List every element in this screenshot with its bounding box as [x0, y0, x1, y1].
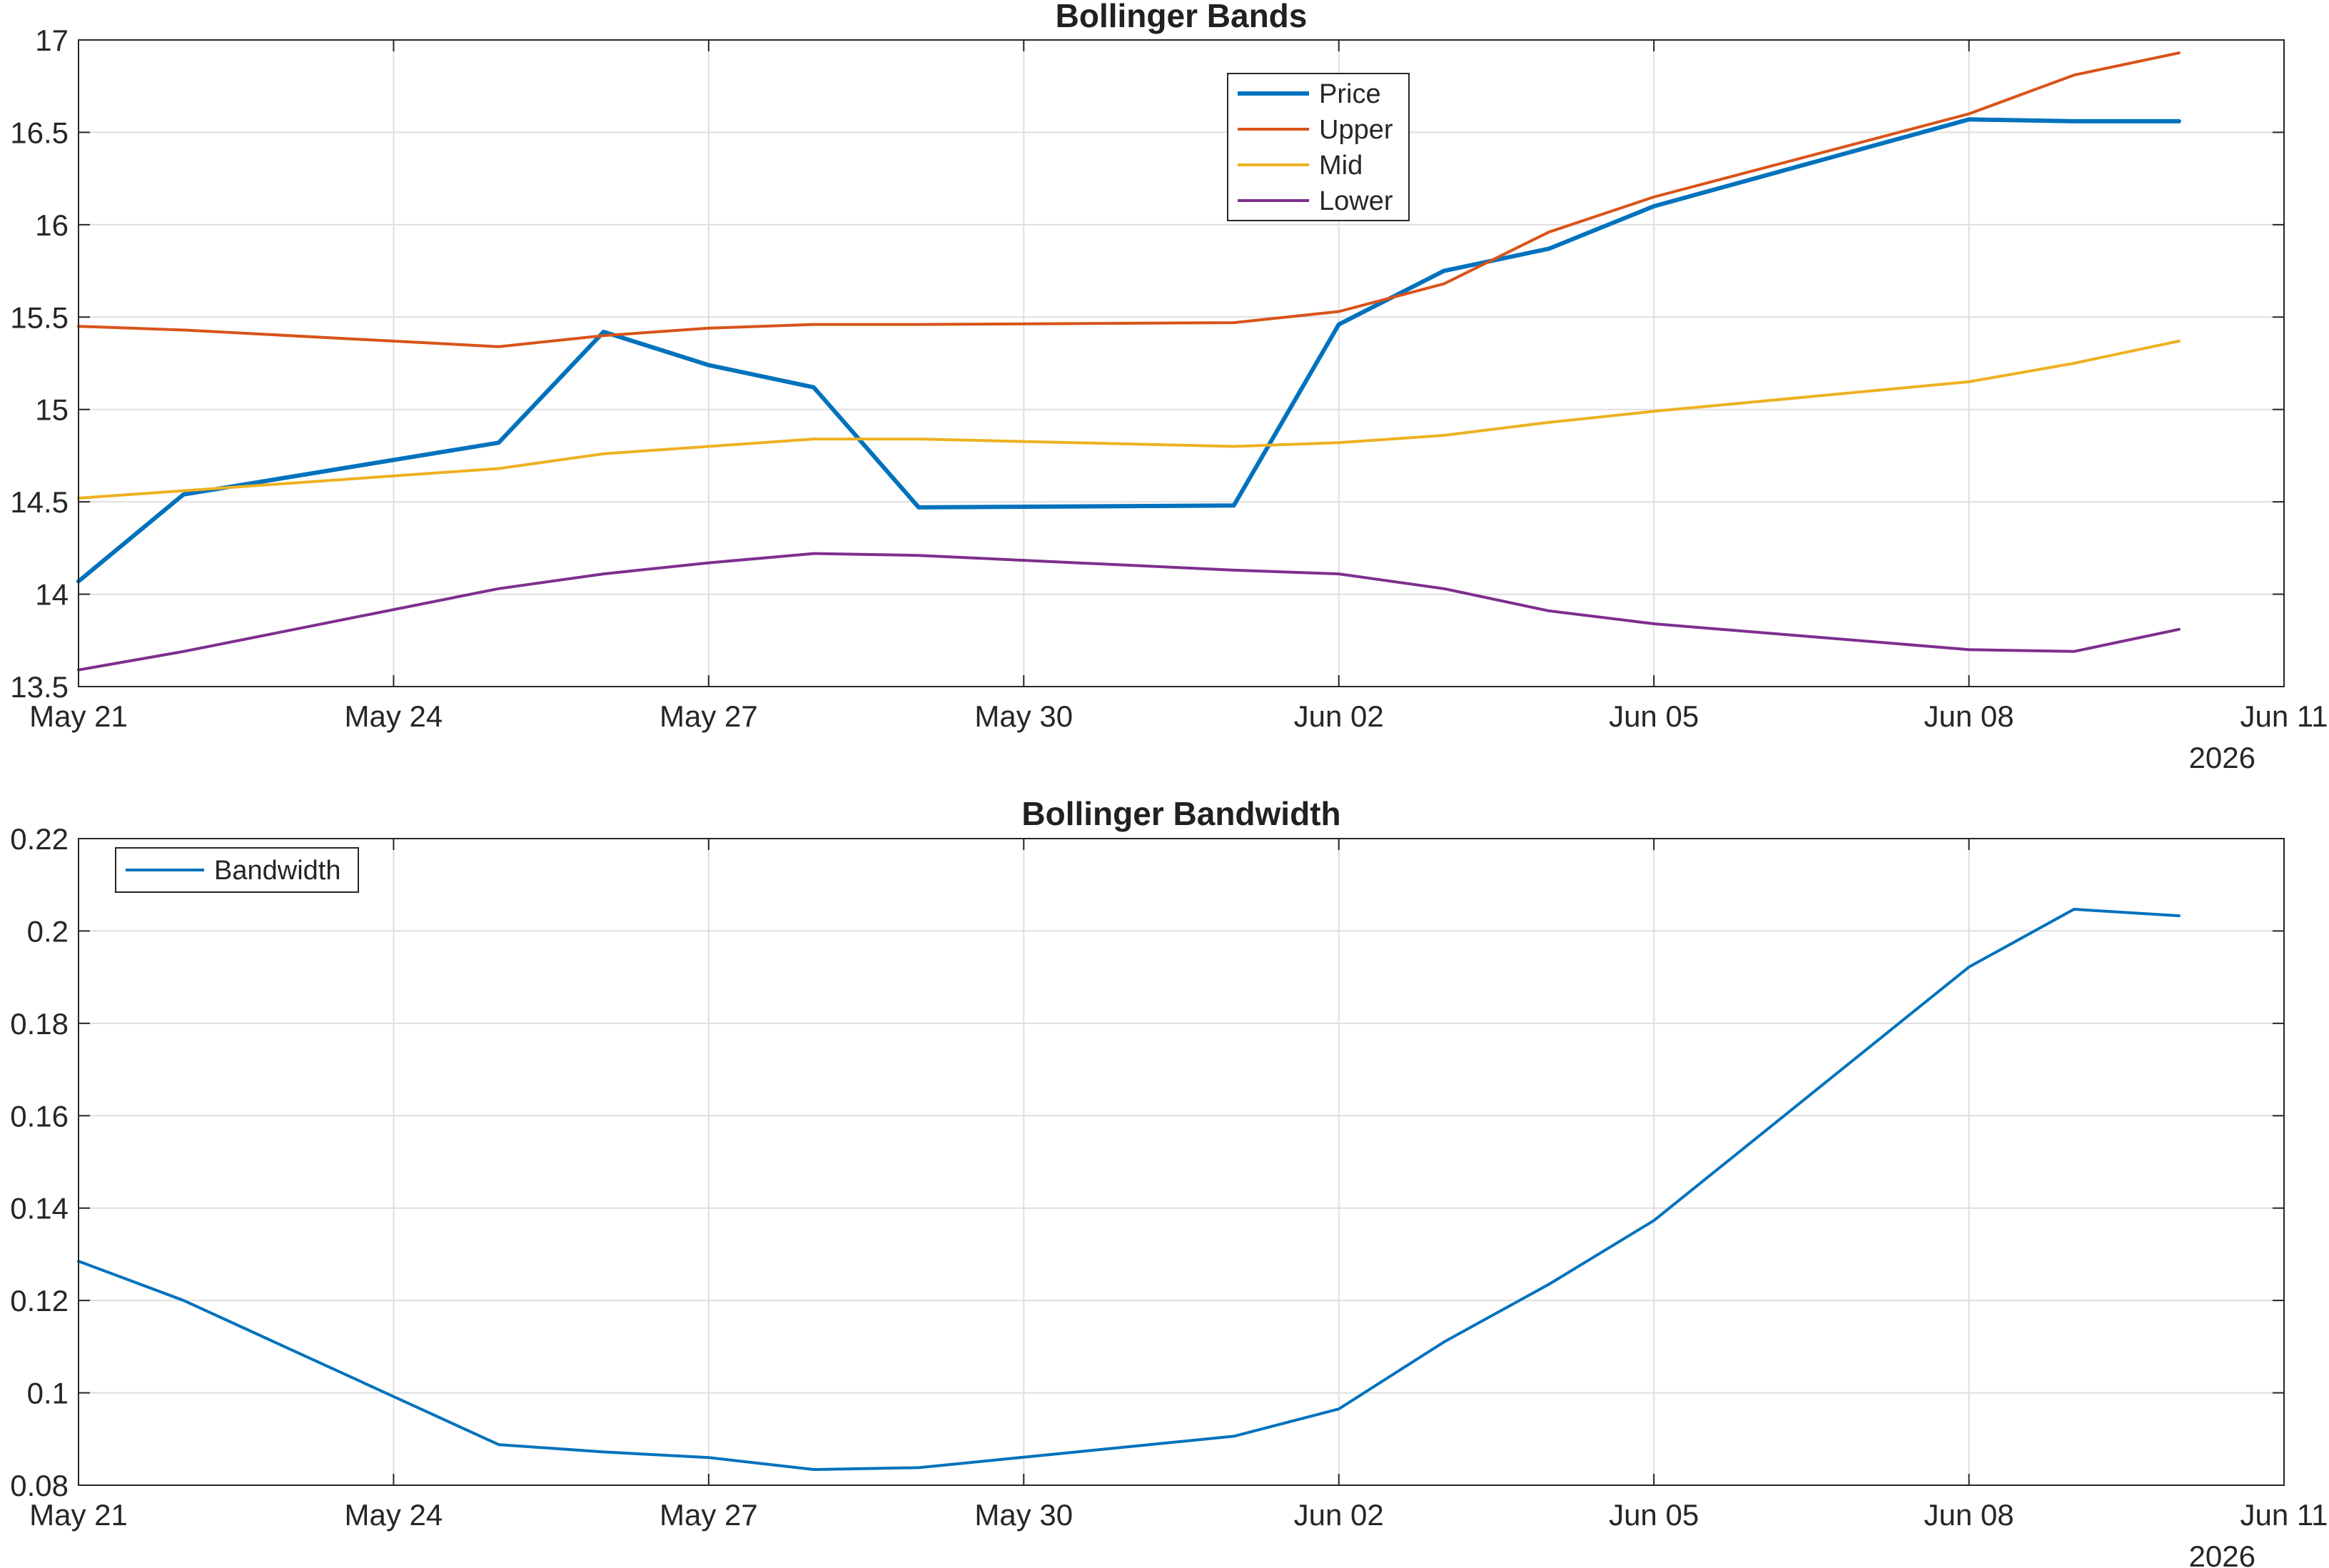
series-line-lower [77, 552, 2181, 672]
x-tick-label: Jun 08 [1924, 1498, 2014, 1532]
y-tick-label: 15 [35, 393, 69, 427]
legend-box [1227, 73, 1410, 221]
x-tick-label: Jun 05 [1609, 1498, 1699, 1532]
x-year-label: 2026 [2189, 1539, 2255, 1568]
x-tick-label: May 24 [345, 1498, 443, 1532]
legend-label: Price [1319, 79, 1381, 109]
legend: Bandwidth [115, 847, 359, 893]
y-tick-label: 14 [35, 578, 69, 612]
series-line-bandwidth [77, 908, 2181, 1471]
series-line-upper [77, 51, 2181, 348]
bollinger-bands-chart: May 21 May 24 May 27 May 30 Jun 02 Jun 05 Jun … [10, 0, 2328, 774]
x-tick-label: May 27 [660, 699, 758, 733]
x-tick-label: May 27 [660, 1498, 758, 1532]
legend-label: Lower [1319, 186, 1393, 216]
x-tick-label: Jun 02 [1294, 699, 1384, 733]
legend-label: Mid [1319, 151, 1363, 181]
x-tick-label: May 21 [29, 1498, 128, 1532]
y-tick-label: 16.5 [10, 116, 69, 149]
x-tick-label: May 30 [974, 1498, 1073, 1532]
x-tick-label: Jun 11 [2240, 699, 2328, 733]
x-tick-label: Jun 02 [1294, 1498, 1384, 1532]
x-tick-label: Jun 08 [1924, 699, 2014, 733]
series-line-price [76, 117, 2181, 584]
legend-label: Upper [1319, 115, 1393, 145]
y-tick-label: 0.22 [10, 822, 69, 856]
y-tick-label: 0.12 [10, 1284, 69, 1317]
y-tick-label: 16 [35, 208, 69, 242]
bollinger-bandwidth-chart: May 21 May 24 May 27 May 30 Jun 02 Jun 05 Jun … [10, 795, 2328, 1568]
series-line-mid [77, 339, 2181, 500]
y-tick-label: 17 [35, 24, 69, 57]
y-tick-label: 0.18 [10, 1007, 69, 1041]
chart-title: Bollinger Bands [1056, 0, 1308, 34]
y-tick-label: 0.2 [27, 914, 69, 948]
x-tick-label: Jun 05 [1609, 699, 1699, 733]
legend-label: Bandwidth [214, 856, 340, 886]
y-tick-label: 14.5 [10, 485, 69, 519]
y-tick-label: 13.5 [10, 670, 69, 704]
x-tick-label: May 21 [29, 699, 128, 733]
y-tick-label: 0.16 [10, 1099, 69, 1133]
legend: Price Upper Mid Lower [1227, 73, 1410, 221]
y-tick-label: 0.08 [10, 1469, 69, 1502]
x-tick-label: May 30 [974, 699, 1073, 733]
x-tick-label: May 24 [345, 699, 443, 733]
y-tick-label: 0.1 [27, 1377, 69, 1410]
y-tick-label: 0.14 [10, 1192, 69, 1225]
chart-title: Bollinger Bandwidth [1021, 795, 1340, 832]
y-tick-label: 15.5 [10, 300, 69, 334]
x-tick-label: Jun 11 [2240, 1498, 2328, 1532]
x-year-label: 2026 [2189, 741, 2255, 774]
